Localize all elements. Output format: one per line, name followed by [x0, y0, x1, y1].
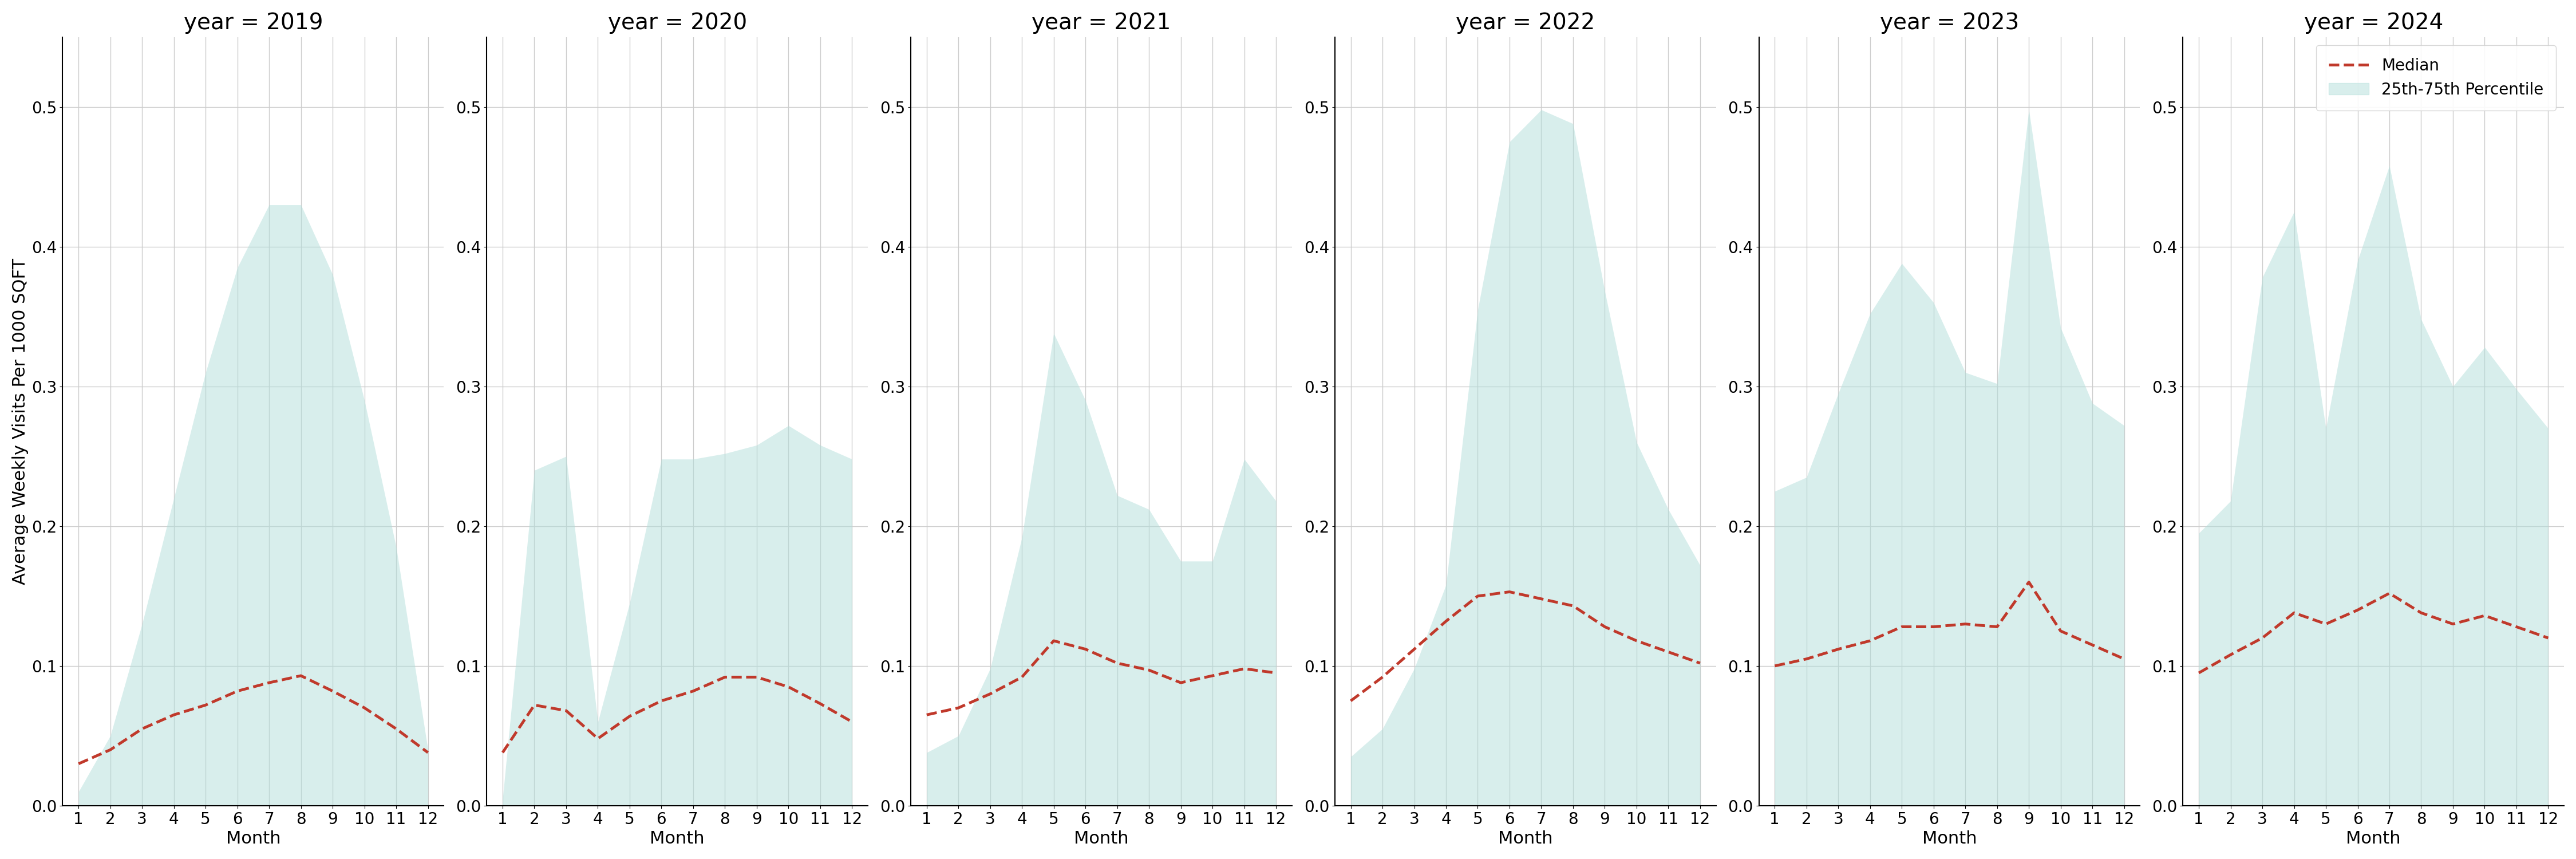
Title: year = 2022: year = 2022	[1455, 12, 1595, 34]
Title: year = 2021: year = 2021	[1033, 12, 1172, 34]
X-axis label: Month: Month	[649, 831, 706, 847]
X-axis label: Month: Month	[1922, 831, 1976, 847]
Title: year = 2024: year = 2024	[2303, 12, 2442, 34]
X-axis label: Month: Month	[1074, 831, 1128, 847]
X-axis label: Month: Month	[1499, 831, 1553, 847]
X-axis label: Month: Month	[227, 831, 281, 847]
Title: year = 2019: year = 2019	[183, 12, 322, 34]
Y-axis label: Average Weekly Visits Per 1000 SQFT: Average Weekly Visits Per 1000 SQFT	[13, 259, 28, 585]
Title: year = 2023: year = 2023	[1880, 12, 2020, 34]
Legend: Median, 25th-75th Percentile: Median, 25th-75th Percentile	[2316, 45, 2555, 111]
X-axis label: Month: Month	[2347, 831, 2401, 847]
Title: year = 2020: year = 2020	[608, 12, 747, 34]
